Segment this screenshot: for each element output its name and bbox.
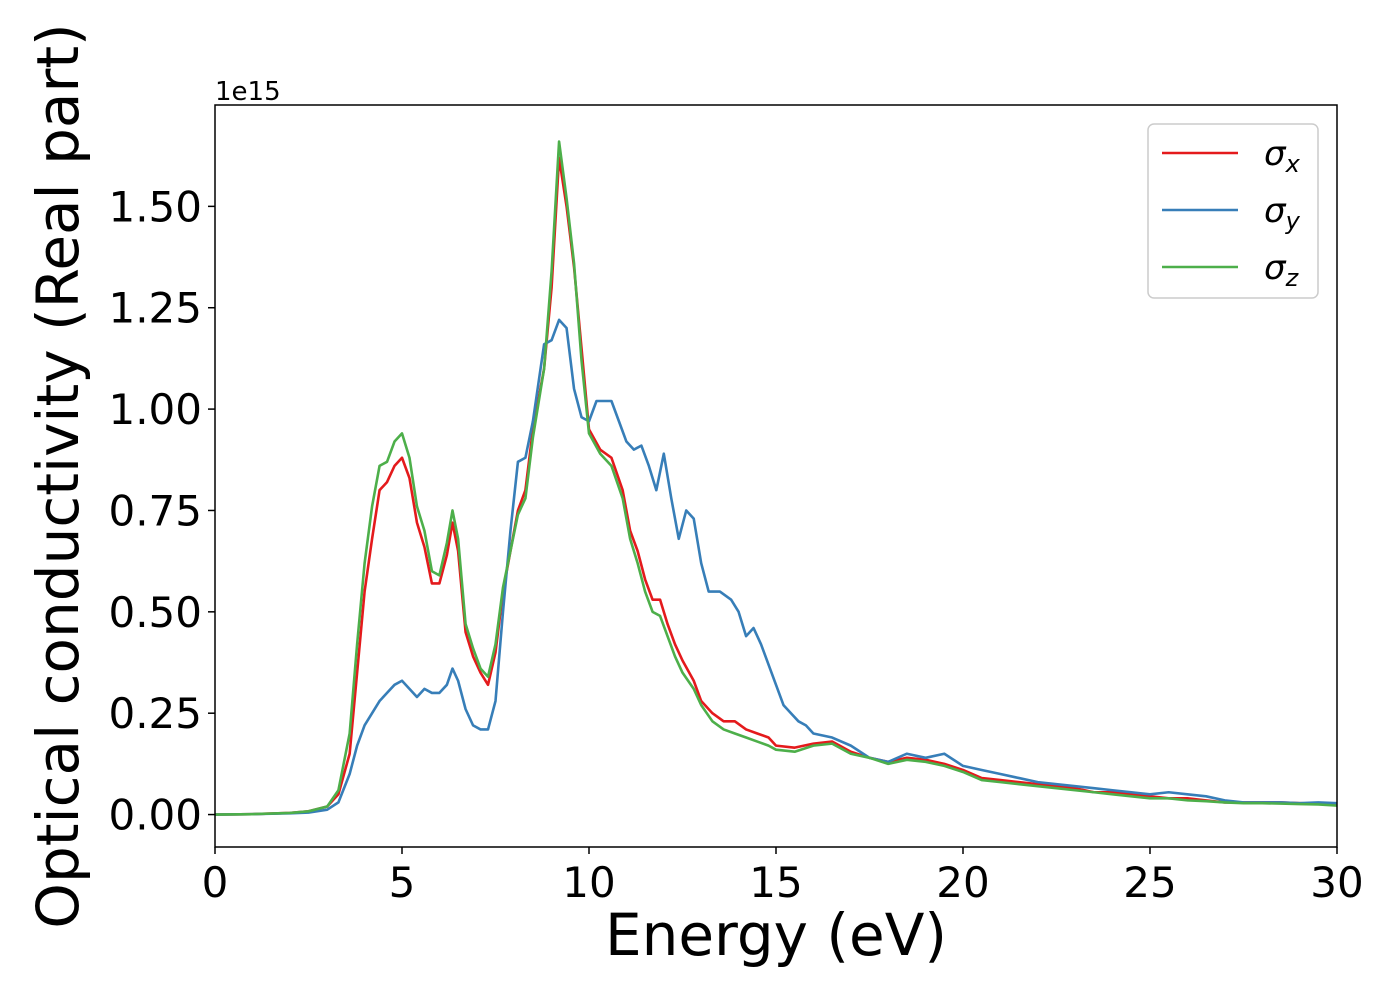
x-tick-label: 15 (749, 858, 802, 907)
x-axis-label: Energy (eV) (605, 901, 947, 969)
x-tick-label: 10 (562, 858, 615, 907)
y-tick-label: 0.75 (108, 486, 202, 535)
series-line-z (214, 140, 1338, 816)
series-line-x (214, 156, 1338, 816)
y-tick-label: 1.00 (108, 385, 202, 434)
x-tick-label: 25 (1123, 858, 1176, 907)
series-layer (214, 140, 1338, 816)
x-tick-label: 20 (936, 858, 989, 907)
x-tick-label: 0 (202, 858, 229, 907)
y-tick-label: 1.25 (108, 284, 202, 333)
y-axis-label: Optical conductivity (Real part) (24, 23, 92, 928)
y-tick-label: 0.00 (108, 791, 202, 840)
y-tick-label: 0.50 (108, 588, 202, 637)
y-offset-label: 1e15 (215, 77, 281, 107)
x-axis-ticks: 0 5 10 15 20 25 30 (202, 847, 1364, 907)
x-tick-label: 5 (389, 858, 416, 907)
x-tick-label: 30 (1310, 858, 1363, 907)
y-axis-ticks: 0.00 0.25 0.50 0.75 1.00 1.25 1.50 (108, 182, 215, 840)
y-tick-label: 1.50 (108, 182, 202, 231)
series-line-y (214, 318, 1338, 816)
y-tick-label: 0.25 (108, 689, 202, 738)
